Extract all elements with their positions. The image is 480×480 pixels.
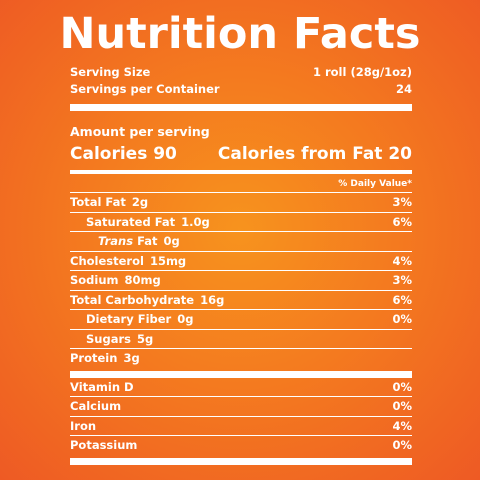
nutrient-dv: 6% xyxy=(392,292,412,307)
thick-divider xyxy=(70,104,412,111)
nutrient-row-saturated-fat: Saturated Fat 1.0g 6% xyxy=(70,213,412,232)
amount-per-serving: Amount per serving xyxy=(70,124,210,139)
nutrient-name: Cholesterol xyxy=(70,253,144,268)
serving-size-value: 1 roll (28g/1oz) xyxy=(312,65,412,79)
nutrient-row-total-carbohydrate: Total Carbohydrate 16g 6% xyxy=(70,291,412,310)
nutrient-amount: 0g xyxy=(163,234,180,249)
nutrient-amount: 5g xyxy=(136,331,154,346)
medium-divider xyxy=(70,170,412,174)
nutrient-name: Saturated Fat xyxy=(86,214,176,229)
nutrient-dv: 3% xyxy=(392,195,412,210)
nutrient-name: Dietary Fiber xyxy=(86,312,172,327)
servings-per-container-row: Servings per Container 24 xyxy=(70,81,412,98)
thin-divider xyxy=(70,192,412,193)
calories-label: Calories 90 xyxy=(70,144,177,164)
calories-row: Calories 90 Calories from Fat 20 xyxy=(70,143,412,167)
vitamin-name: Potassium xyxy=(70,438,138,453)
vitamin-name: Iron xyxy=(70,418,97,433)
bottom-divider xyxy=(70,457,412,465)
nutrition-label-panel: Serving Size 1 roll (28g/1oz) Servings p… xyxy=(70,64,412,465)
vitamin-row-potassium: Potassium 0% xyxy=(70,436,412,455)
servings-per-container-label: Servings per Container xyxy=(70,82,220,96)
thick-divider xyxy=(70,370,412,378)
nutrient-dv: 3% xyxy=(392,273,412,288)
nutrient-name: Total Carbohydrate xyxy=(70,292,195,307)
nutrient-row-cholesterol: Cholesterol 15mg 4% xyxy=(70,252,412,271)
vitamin-dv: 0% xyxy=(392,399,412,414)
nutrient-amount: 2g xyxy=(131,195,149,210)
nutrient-row-protein: Protein 3g xyxy=(70,349,412,368)
nutrient-name: Sodium xyxy=(70,273,119,288)
vitamin-row-calcium: Calcium 0% xyxy=(70,397,412,417)
daily-value-header: % Daily Value* xyxy=(338,179,412,189)
nutrient-name: Fat xyxy=(137,234,158,249)
vitamin-dv: 4% xyxy=(392,418,412,433)
nutrient-row-sugars: Sugars 5g xyxy=(70,330,412,349)
nutrient-amount: 1.0g xyxy=(181,214,210,229)
nutrient-name: Protein xyxy=(70,351,118,366)
nutrient-dv: 0% xyxy=(392,312,412,327)
serving-size-label: Serving Size xyxy=(70,65,151,79)
vitamin-dv: 0% xyxy=(392,379,412,394)
nutrient-row-trans-fat: Trans Fat 0g xyxy=(70,232,412,252)
vitamin-dv: 0% xyxy=(392,438,412,453)
nutrient-amount: 80mg xyxy=(124,273,161,288)
calories-from-fat: Calories from Fat 20 xyxy=(217,144,412,164)
vitamin-name: Vitamin D xyxy=(70,379,134,394)
nutrient-amount: 16g xyxy=(200,292,225,307)
nutrition-facts-title: Nutrition Facts xyxy=(59,9,421,59)
nutrient-amount: 15mg xyxy=(149,253,187,268)
nutrient-row-sodium: Sodium 80mg 3% xyxy=(70,271,412,291)
vitamin-name: Calcium xyxy=(70,399,122,414)
nutrient-name: Total Fat xyxy=(70,195,126,210)
nutrient-amount: 0g xyxy=(177,312,194,327)
nutrient-amount: 3g xyxy=(123,351,140,366)
vitamin-row-iron: Iron 4% xyxy=(70,417,412,436)
servings-per-container-value: 24 xyxy=(395,82,412,96)
nutrient-name: Sugars xyxy=(86,331,131,346)
nutrient-row-total-fat: Total Fat 2g 3% xyxy=(70,193,412,213)
serving-size-row: Serving Size 1 roll (28g/1oz) xyxy=(70,64,412,81)
nutrient-name-prefix: Trans xyxy=(98,234,134,249)
vitamin-row-vitamin-d: Vitamin D 0% xyxy=(70,378,412,397)
nutrient-dv: 6% xyxy=(392,214,412,229)
nutrient-dv: 4% xyxy=(392,253,412,268)
nutrient-row-dietary-fiber: Dietary Fiber 0g 0% xyxy=(70,310,412,330)
